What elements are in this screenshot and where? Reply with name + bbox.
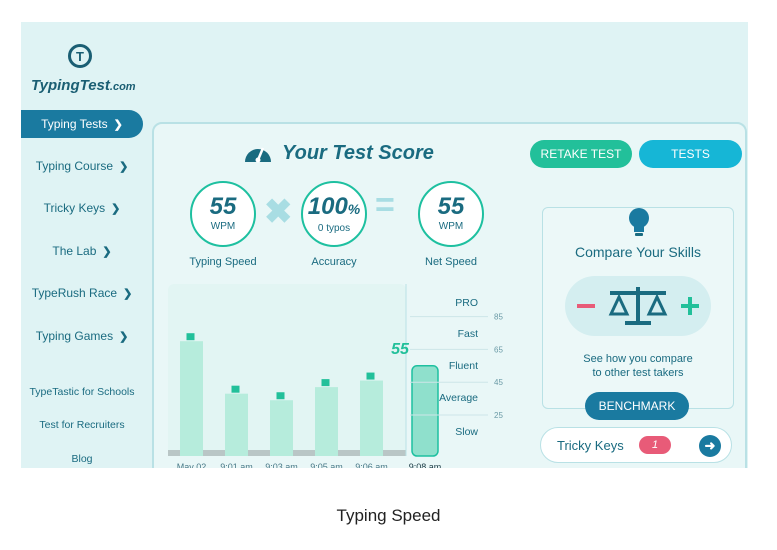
chart-bar bbox=[360, 380, 383, 456]
chevron-right-icon: ❯ bbox=[119, 160, 129, 173]
typing-speed-label: Typing Speed bbox=[189, 256, 257, 268]
sidebar-item-typerush-race[interactable]: TypeRush Race ❯ bbox=[31, 286, 133, 300]
chart-marker bbox=[231, 385, 240, 393]
chart-marker bbox=[321, 379, 330, 387]
multiply-icon: ✖ bbox=[264, 193, 293, 231]
tricky-keys-label: Tricky Keys bbox=[557, 438, 624, 453]
chart-y-tick-label: 85 bbox=[494, 313, 503, 322]
chart-y-tick-label: 65 bbox=[494, 345, 503, 354]
link-test-recruiters[interactable]: Test for Recruiters bbox=[39, 419, 125, 431]
tests-button[interactable]: TESTS bbox=[639, 140, 742, 168]
chart-x-tick-label: 9:01 am bbox=[220, 462, 253, 468]
wpm-circle: 55 WPM bbox=[190, 181, 256, 247]
sidebar-item-the-lab[interactable]: The Lab ❯ bbox=[52, 244, 112, 258]
speed-history-chart: May 02 9:01 am 9:03 am 9:05 am 9:06 am 9:08 a… bbox=[168, 284, 503, 468]
chart-x-tick-label: 9:03 am bbox=[265, 462, 298, 468]
benchmark-button[interactable]: BENCHMARK bbox=[585, 392, 689, 420]
page-title: Your Test Score bbox=[242, 140, 434, 166]
chevron-right-icon: ❯ bbox=[111, 202, 121, 215]
score-panel: Your Test Score RETAKE TEST TESTS 55 WPM… bbox=[152, 122, 747, 468]
chart-level-label: Fast bbox=[458, 328, 479, 340]
chart-x-tick-label: May 02 bbox=[177, 462, 207, 468]
net-speed-label: Net Speed bbox=[425, 256, 477, 268]
chart-marker bbox=[186, 333, 195, 341]
chevron-right-icon: ❯ bbox=[102, 245, 112, 258]
current-speed-label: 55 bbox=[391, 341, 410, 358]
chart-y-tick-label: 25 bbox=[494, 411, 503, 420]
chevron-right-icon: ❯ bbox=[113, 118, 123, 131]
chart-level-label: Fluent bbox=[449, 360, 478, 372]
chart-bar bbox=[225, 393, 248, 456]
chart-level-label: Average bbox=[439, 392, 478, 404]
logo-text[interactable]: TypingTest.com bbox=[31, 77, 136, 94]
sidebar-item-tricky-keys[interactable]: Tricky Keys ❯ bbox=[43, 201, 121, 215]
chart-marker bbox=[276, 392, 285, 400]
tricky-keys-count: 1 bbox=[639, 436, 671, 454]
sidebar: T TypingTest.com Typing Tests ❯ Typing Co… bbox=[21, 22, 149, 468]
compare-text: See how you compare to other test takers bbox=[583, 353, 693, 379]
link-blog[interactable]: Blog bbox=[71, 453, 93, 465]
balance-scale-icon bbox=[577, 287, 699, 325]
retake-test-button[interactable]: RETAKE TEST bbox=[530, 140, 632, 168]
chart-level-label: PRO bbox=[455, 297, 478, 309]
caption: Typing Speed bbox=[336, 506, 441, 525]
compare-box: Compare Your Skills See how you compare t… bbox=[542, 207, 734, 409]
chart-marker bbox=[366, 372, 375, 380]
speedometer-icon bbox=[245, 147, 271, 163]
link-typetastic-schools[interactable]: TypeTastic for Schools bbox=[29, 386, 135, 398]
chart-x-tick-label: 9:08 am bbox=[409, 462, 442, 468]
tricky-keys-row[interactable]: Tricky Keys 1 ➜ bbox=[540, 427, 732, 463]
chart-bar bbox=[180, 341, 203, 456]
accuracy-circle: 100% 0 typos bbox=[301, 181, 367, 247]
chart-bar bbox=[315, 387, 338, 456]
chevron-right-icon: ❯ bbox=[123, 287, 133, 300]
sidebar-item-typing-tests[interactable]: Typing Tests ❯ bbox=[21, 110, 143, 138]
chart-level-label: Slow bbox=[455, 426, 478, 438]
chart-x-tick-label: 9:06 am bbox=[355, 462, 388, 468]
arrow-right-icon[interactable]: ➜ bbox=[699, 435, 721, 457]
accuracy-label: Accuracy bbox=[311, 256, 357, 268]
net-speed-circle: 55 WPM bbox=[418, 181, 484, 247]
chart-bar bbox=[411, 365, 439, 457]
logo-icon[interactable]: T bbox=[68, 44, 92, 68]
chart-y-tick-label: 45 bbox=[494, 378, 503, 387]
sidebar-item-typing-course[interactable]: Typing Course ❯ bbox=[35, 159, 129, 173]
equals-icon: = bbox=[375, 186, 395, 224]
chevron-right-icon: ❯ bbox=[119, 330, 129, 343]
sidebar-item-typing-games[interactable]: Typing Games ❯ bbox=[35, 329, 129, 343]
compare-title: Compare Your Skills bbox=[574, 244, 702, 260]
chart-bar bbox=[270, 400, 293, 456]
chart-x-tick-label: 9:05 am bbox=[310, 462, 343, 468]
scale-graphic bbox=[565, 276, 711, 336]
lightbulb-icon bbox=[629, 208, 649, 236]
app-window: T TypingTest.com Typing Tests ❯ Typing Co… bbox=[21, 22, 748, 468]
